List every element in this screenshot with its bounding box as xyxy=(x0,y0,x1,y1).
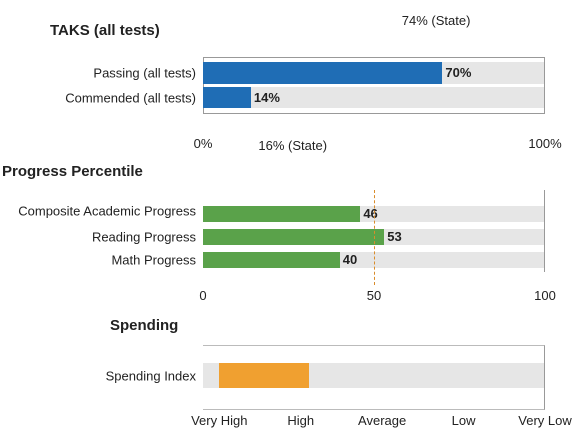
bar xyxy=(203,229,385,245)
plot-frame xyxy=(203,190,545,272)
category-label: Reading Progress xyxy=(91,229,196,245)
x-tick-label: Very Low xyxy=(518,413,572,428)
value-label: 40 xyxy=(342,252,358,267)
category-label: Spending Index xyxy=(105,368,196,383)
x-tick-label: Very High xyxy=(191,413,248,428)
x-tick-label: Average xyxy=(358,413,407,428)
reference-line xyxy=(374,190,375,285)
category-label: Commended (all tests) xyxy=(65,90,196,105)
state-annotation: 16% (State) xyxy=(258,138,328,153)
category-label: Passing (all tests) xyxy=(93,65,196,81)
x-tick-label: 0% xyxy=(193,136,213,151)
x-tick-label: High xyxy=(287,413,315,428)
bar xyxy=(203,252,340,268)
bar xyxy=(219,363,309,388)
panel-title: Progress Percentile xyxy=(2,163,143,180)
x-tick-label: 100% xyxy=(528,136,562,151)
value-label: 70% xyxy=(445,65,472,80)
state-annotation: 74% (State) xyxy=(401,13,471,28)
bar xyxy=(203,62,443,84)
x-tick-label: Low xyxy=(451,413,476,428)
value-label: 14% xyxy=(253,89,280,105)
x-tick-label: 0 xyxy=(199,288,207,303)
bar xyxy=(203,87,251,108)
category-label: Math Progress xyxy=(111,252,196,268)
bar xyxy=(203,206,361,222)
plot-frame xyxy=(203,57,545,114)
x-tick-label: 100 xyxy=(534,288,556,303)
category-label: Composite Academic Progress xyxy=(18,203,196,219)
bar-track xyxy=(203,87,544,108)
plot-frame xyxy=(203,345,545,410)
panel-title: TAKS (all tests) xyxy=(50,22,160,39)
x-tick-label: 50 xyxy=(366,288,382,303)
value-label: 53 xyxy=(387,229,402,244)
value-label: 46 xyxy=(363,206,378,221)
panel-title: Spending xyxy=(110,317,179,334)
